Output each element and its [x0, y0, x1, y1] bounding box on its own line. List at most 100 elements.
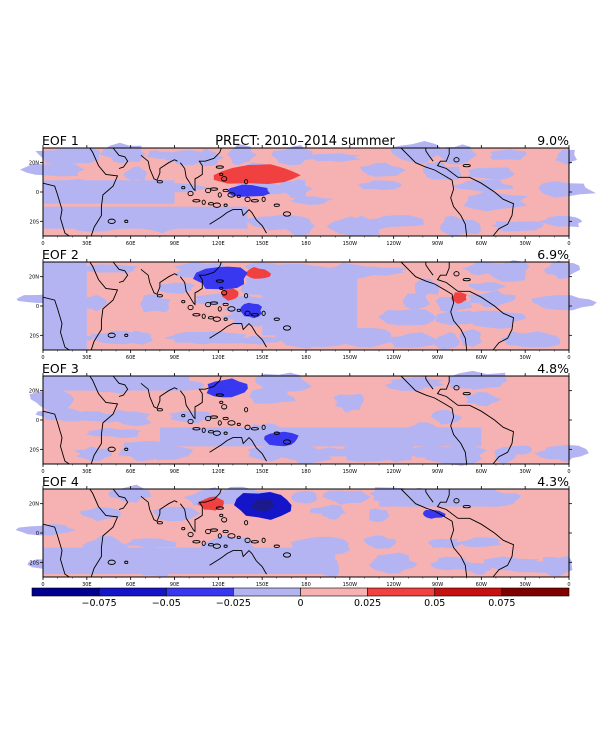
x-tick-label: 150W: [343, 469, 358, 475]
island-25: [124, 560, 129, 564]
negative-region: [43, 206, 248, 229]
island-22: [244, 293, 249, 299]
x-tick-label: 150E: [256, 355, 269, 361]
negative-region: [464, 562, 493, 575]
island-4: [201, 427, 206, 433]
x-tick-label: 90W: [432, 241, 443, 247]
coastline-1: [42, 410, 70, 465]
negative-region: [464, 392, 502, 407]
island-23: [156, 180, 163, 184]
y-tick-label: 20N: [29, 389, 39, 395]
island-24: [107, 218, 116, 224]
colorbar-label: −0.025: [216, 598, 251, 609]
island-27: [462, 504, 471, 509]
negative-region: [467, 167, 515, 181]
x-tick-label: 0: [567, 582, 570, 588]
negative-region: [153, 506, 201, 522]
island-19: [219, 400, 224, 405]
negative-region: [249, 388, 296, 404]
negative-region: [383, 445, 415, 463]
x-tick-label: 0: [41, 582, 44, 588]
coastline-7: [400, 375, 468, 465]
island-12: [227, 306, 236, 312]
island-25: [124, 447, 129, 451]
negative-region: [147, 445, 194, 461]
island-6: [212, 316, 221, 322]
island-20: [221, 517, 228, 523]
anomaly-positive-5: [451, 292, 467, 304]
negative-region: [308, 153, 361, 163]
negative-region: [86, 427, 142, 439]
island-15: [250, 427, 259, 431]
negative-region: [424, 444, 488, 466]
island-10: [217, 192, 222, 198]
figure-title: PRECT: 2010–2014 summer: [215, 134, 395, 149]
colorbar-swatch-6: [367, 587, 436, 597]
x-tick-label: 120W: [386, 582, 401, 588]
island-22: [244, 179, 249, 185]
island-12: [227, 192, 236, 198]
island-12: [227, 420, 236, 426]
negative-region: [43, 262, 87, 350]
negative-region: [291, 490, 318, 504]
island-21: [215, 506, 224, 510]
negative-region: [43, 547, 336, 575]
negative-region: [333, 393, 364, 413]
negative-region: [459, 329, 482, 348]
y-tick-label: 0: [36, 190, 39, 196]
island-18: [282, 439, 292, 445]
negative-region: [369, 508, 390, 522]
x-tick-label: 90E: [170, 469, 180, 475]
negative-region: [159, 427, 482, 447]
field-texture: [29, 370, 589, 466]
island-11: [222, 529, 229, 534]
x-tick-label: 150W: [343, 582, 358, 588]
colorbar-label: 0.05: [424, 598, 445, 609]
negative-region: [194, 331, 247, 344]
anomaly-negative-2: [228, 184, 271, 197]
island-17: [273, 203, 280, 207]
x-tick-label: 30W: [520, 355, 531, 361]
x-tick-label: 120E: [212, 355, 225, 361]
island-13: [236, 535, 241, 540]
negative-region: [434, 332, 460, 350]
negative-region: [370, 552, 418, 574]
negative-region: [169, 410, 213, 424]
negative-region: [535, 555, 573, 577]
negative-region: [322, 490, 371, 505]
island-15: [250, 540, 259, 544]
y-tick-label: 20N: [29, 502, 39, 508]
island-16: [261, 310, 266, 316]
negative-region: [538, 215, 583, 227]
island-7: [223, 317, 228, 321]
x-tick-label: 90E: [170, 241, 180, 247]
coastline-5: [179, 147, 222, 192]
island-26: [453, 271, 460, 277]
negative-region: [112, 410, 152, 427]
coastline-4: [140, 495, 178, 522]
negative-region: [457, 537, 503, 548]
x-tick-label: 180: [301, 241, 311, 247]
coastline-3: [112, 147, 129, 169]
negative-region: [534, 444, 589, 463]
negative-region: [425, 165, 462, 180]
island-14: [244, 310, 251, 316]
coastline-9: [425, 148, 434, 162]
y-tick-label: 0: [36, 418, 39, 424]
x-tick-label: 60E: [126, 469, 136, 475]
island-3: [192, 427, 201, 431]
eof-panel-4: 0 30E 60E 90E 120E 150E 180 150W 120W 90W 60W 30W 0 2…: [15, 474, 573, 588]
island-21: [215, 165, 224, 169]
coastline-5: [179, 488, 222, 533]
x-tick-label: 0: [41, 241, 44, 247]
x-tick-label: 0: [41, 469, 44, 475]
y-tick-label: 20S: [29, 560, 39, 566]
negative-region: [289, 196, 334, 205]
negative-region: [382, 332, 437, 348]
x-tick-label: 0: [567, 355, 570, 361]
island-7: [223, 544, 228, 548]
negative-region: [531, 295, 597, 311]
coastline-4: [140, 154, 178, 181]
island-14: [244, 537, 251, 543]
